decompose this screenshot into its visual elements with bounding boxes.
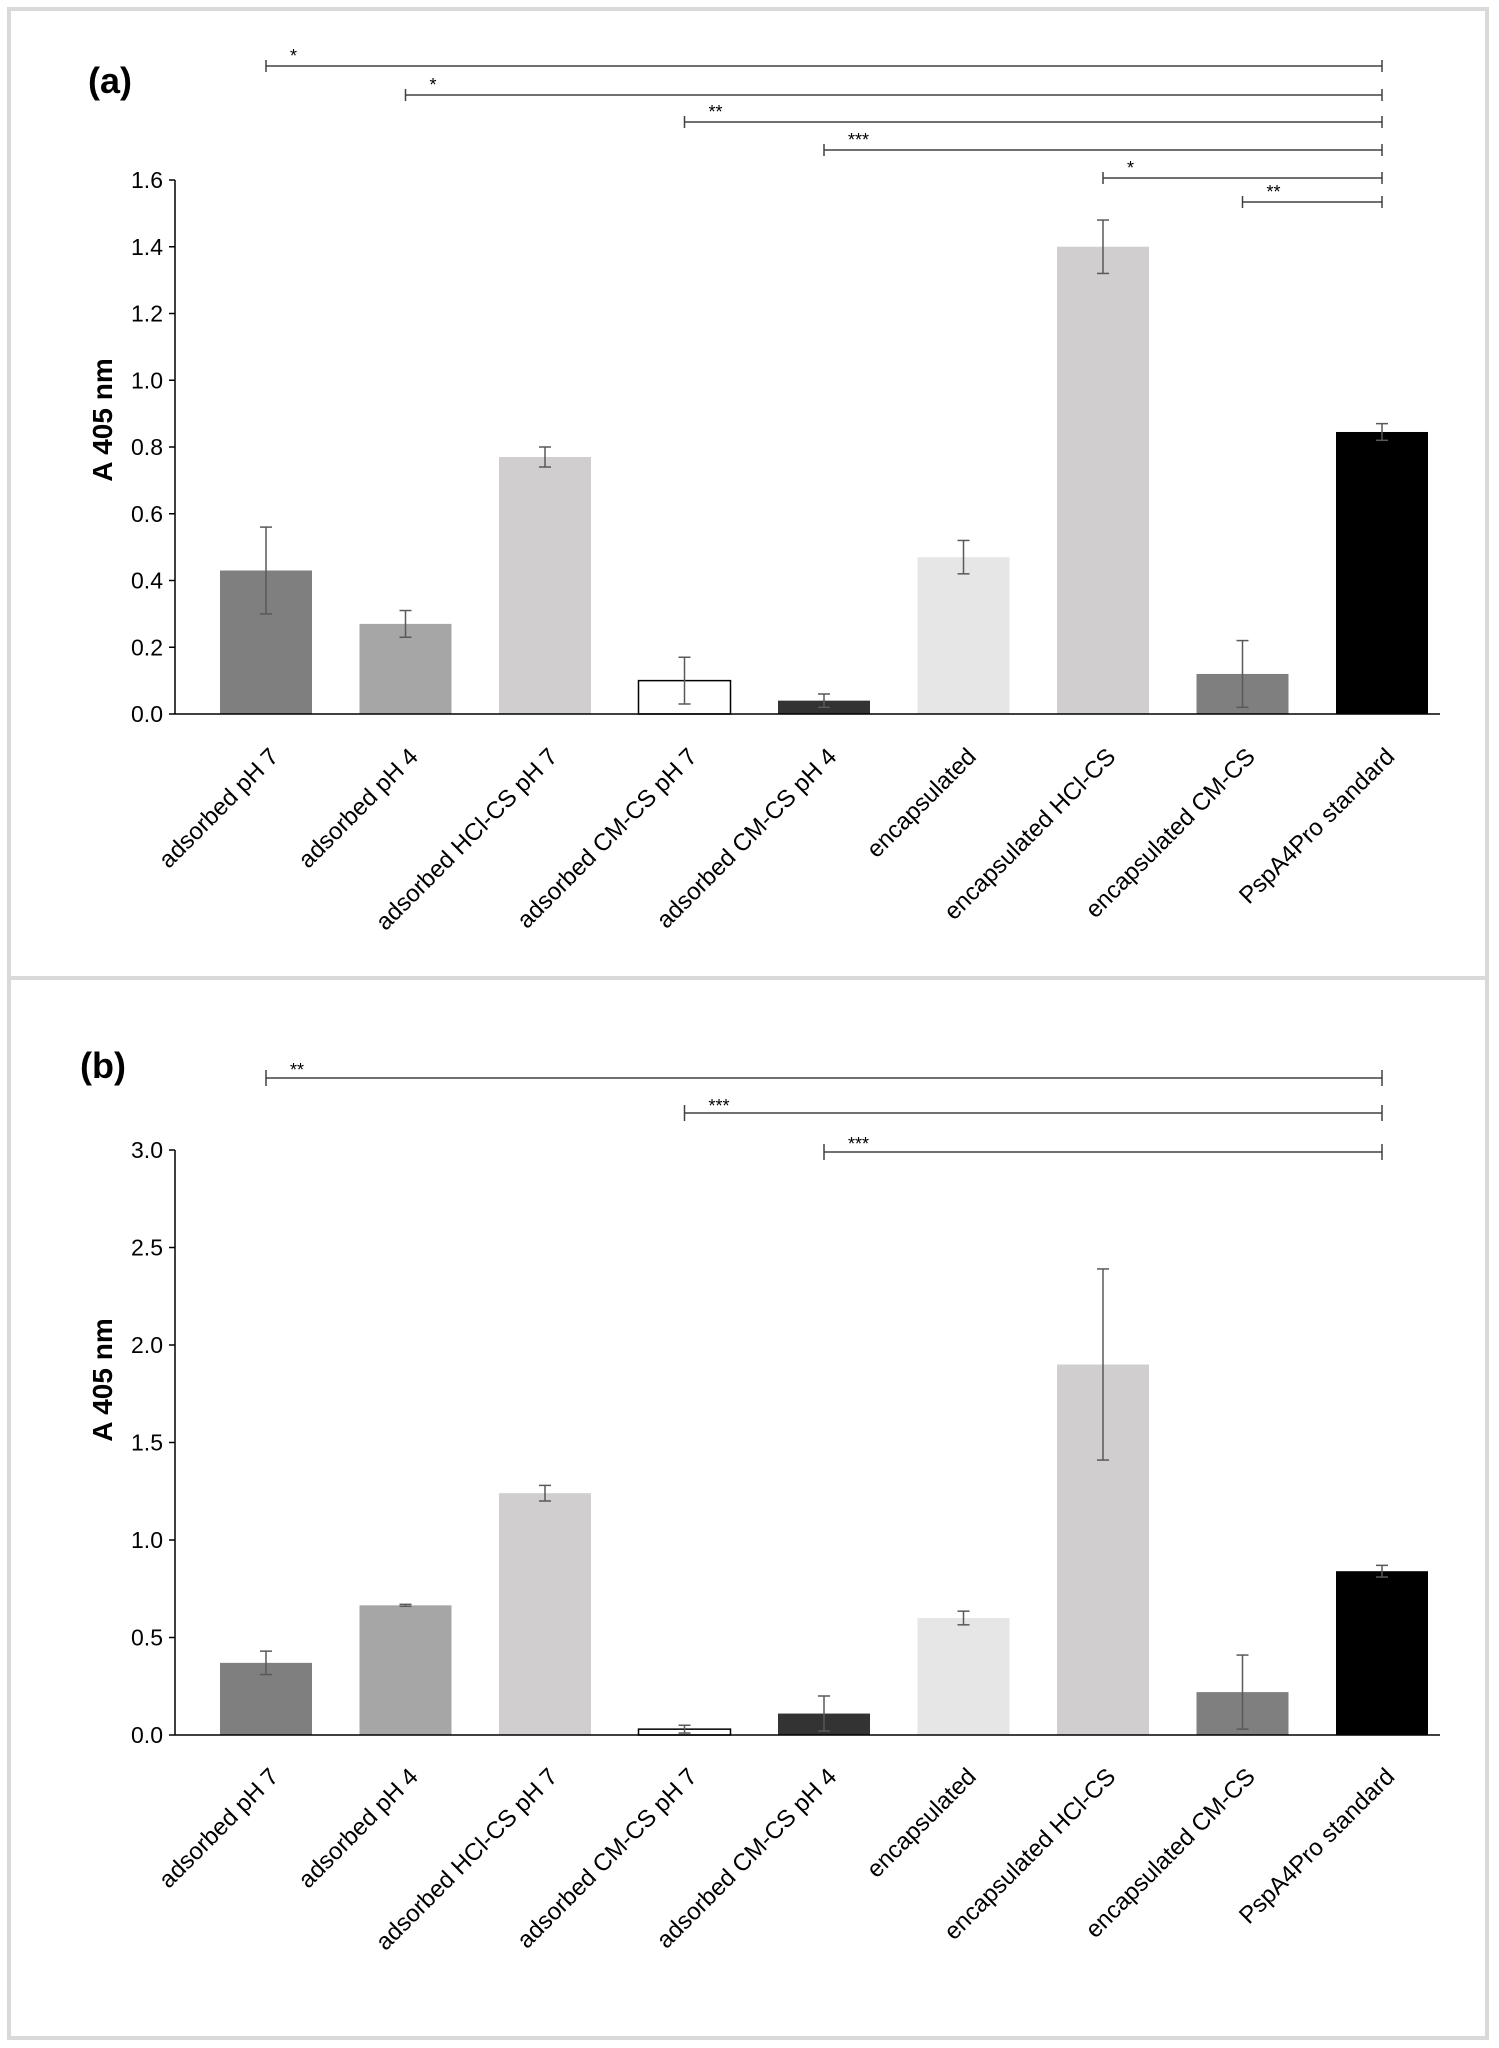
significance-label: *** bbox=[848, 1134, 869, 1154]
category-label: encapsulated bbox=[862, 743, 982, 863]
bar bbox=[917, 1618, 1010, 1735]
y-axis-label: A 405 nm bbox=[87, 1318, 118, 1441]
y-tick-label: 0.0 bbox=[131, 701, 163, 727]
y-tick-label: 1.2 bbox=[131, 301, 163, 327]
chart-a: (a) A 405 nm ********** 0.00.20.40.60.81… bbox=[87, 46, 1440, 936]
panel-label: (a) bbox=[88, 60, 132, 101]
panel-divider bbox=[7, 976, 1489, 980]
y-tick-label: 0.8 bbox=[131, 434, 163, 460]
significance-label: *** bbox=[848, 130, 869, 150]
bar bbox=[917, 557, 1010, 714]
category-label: PspA4Pro standard bbox=[1234, 1763, 1400, 1929]
bar bbox=[1336, 431, 1428, 714]
bar bbox=[1336, 1571, 1428, 1735]
significance-label: ** bbox=[290, 1060, 304, 1080]
significance-label: ** bbox=[709, 102, 723, 122]
significance-label: *** bbox=[709, 1096, 730, 1116]
significance-label: ** bbox=[1267, 182, 1281, 202]
bar bbox=[359, 623, 452, 714]
y-tick-label: 0.0 bbox=[131, 1722, 163, 1748]
category-label: encapsulated bbox=[862, 1763, 982, 1883]
y-tick-label: 1.6 bbox=[131, 167, 163, 193]
y-tick-label: 0.4 bbox=[131, 568, 163, 594]
y-tick-label: 0.5 bbox=[131, 1625, 163, 1651]
category-label: adsorbed pH 7 bbox=[154, 1763, 284, 1893]
y-tick-label: 3.0 bbox=[131, 1137, 163, 1163]
y-tick-label: 1.0 bbox=[131, 1527, 163, 1553]
bar bbox=[359, 1605, 452, 1735]
bar bbox=[499, 1493, 591, 1735]
y-axis-label: A 405 nm bbox=[87, 358, 118, 481]
y-tick-label: 1.0 bbox=[131, 367, 163, 393]
significance-label: * bbox=[290, 46, 297, 66]
panel-label: (b) bbox=[80, 1045, 126, 1086]
y-tick-label: 2.5 bbox=[131, 1235, 163, 1261]
chart-b: (b) A 405 nm ******** 0.00.51.01.52.02.5… bbox=[80, 1045, 1440, 1956]
bar bbox=[499, 457, 591, 714]
y-tick-label: 0.2 bbox=[131, 634, 163, 660]
category-label: adsorbed pH 4 bbox=[293, 1763, 423, 1893]
category-label: PspA4Pro standard bbox=[1234, 743, 1400, 909]
y-tick-label: 1.5 bbox=[131, 1430, 163, 1456]
category-label: adsorbed pH 4 bbox=[293, 743, 423, 873]
y-tick-label: 0.6 bbox=[131, 501, 163, 527]
category-label: adsorbed pH 7 bbox=[154, 743, 284, 873]
bar bbox=[1057, 246, 1149, 714]
y-tick-label: 2.0 bbox=[131, 1332, 163, 1358]
significance-label: * bbox=[430, 75, 437, 95]
y-tick-label: 1.4 bbox=[131, 234, 163, 260]
significance-label: * bbox=[1127, 158, 1134, 178]
